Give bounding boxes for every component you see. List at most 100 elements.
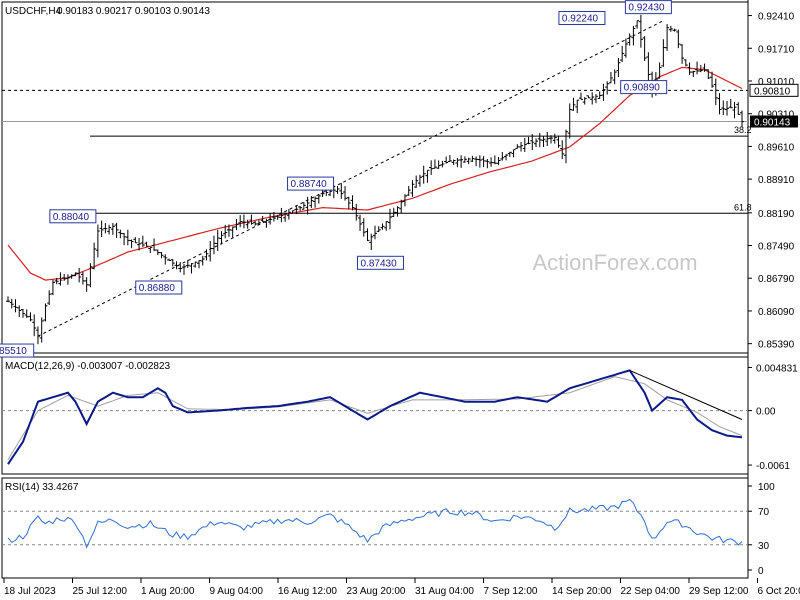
price-tick-label: 0.92410	[758, 12, 795, 23]
price-bar	[459, 155, 464, 168]
price-bar	[256, 220, 261, 225]
price-bar	[92, 242, 97, 270]
macd-tick-label: 0.004831	[756, 363, 798, 374]
price-bar	[683, 59, 688, 67]
price-bar	[612, 69, 617, 85]
price-bar	[713, 78, 718, 106]
price-bar	[208, 240, 213, 262]
price-bar	[178, 262, 183, 273]
price-bar	[215, 229, 220, 251]
price-bar	[620, 45, 625, 63]
svg-text:0.92240: 0.92240	[562, 13, 599, 24]
price-bar	[39, 317, 44, 343]
time-tick-label: 7 Sep 12:00	[484, 586, 538, 597]
price-bar	[672, 28, 677, 32]
price-bar	[84, 277, 89, 292]
fib-level-label: 38.2	[734, 125, 752, 135]
price-bar	[155, 249, 160, 255]
rsi-line	[7, 499, 743, 549]
price-bar	[234, 218, 239, 231]
rsi-tick-label: 0	[758, 566, 764, 577]
price-bar	[440, 160, 445, 168]
price-tick-label: 0.91010	[758, 77, 795, 88]
level-marker-label: 0.90810	[754, 86, 791, 97]
price-bar	[721, 100, 726, 115]
svg-text:0.88740: 0.88740	[291, 179, 328, 190]
watermark: ActionForex.com	[532, 250, 697, 275]
symbol-label: USDCHF,H4	[5, 6, 62, 17]
price-bar	[556, 135, 561, 148]
price-bar	[65, 274, 70, 285]
price-bar	[687, 62, 692, 75]
price-bar	[522, 137, 527, 153]
price-bar	[384, 221, 389, 231]
price-bar	[549, 135, 554, 144]
price-bar	[152, 238, 157, 252]
price-bar	[290, 210, 295, 214]
price-annotation: 0.92240	[558, 10, 606, 25]
price-annotation: 0.85510	[0, 343, 35, 358]
price-bar	[387, 208, 392, 230]
price-bar	[507, 151, 512, 157]
price-bar	[114, 222, 119, 238]
time-tick-label: 16 Aug 12:00	[278, 586, 337, 597]
price-bar	[710, 71, 715, 88]
price-bar	[189, 263, 194, 274]
price-bar	[414, 175, 419, 188]
price-bar	[47, 290, 52, 306]
price-bar	[455, 157, 460, 168]
price-bar	[253, 221, 258, 226]
current-price-label: 0.90143	[754, 118, 791, 129]
price-bar	[706, 69, 711, 80]
price-bar	[103, 223, 108, 234]
price-bar	[462, 156, 467, 163]
price-bar	[249, 214, 254, 225]
price-bar	[283, 212, 288, 222]
price-tick-label: 0.89610	[758, 142, 795, 153]
price-bar	[226, 224, 231, 237]
price-bar	[110, 223, 115, 235]
price-bar	[211, 235, 216, 255]
price-bar	[196, 260, 201, 269]
price-bar	[43, 303, 48, 322]
price-bar	[732, 101, 737, 119]
rsi-label: RSI(14) 33.4267	[5, 482, 79, 493]
price-bar	[294, 205, 299, 215]
price-bar	[642, 36, 647, 61]
price-bar	[657, 62, 662, 79]
price-bar	[534, 138, 539, 147]
price-bar	[174, 261, 179, 270]
price-bar	[436, 160, 441, 169]
price-bar	[511, 149, 516, 158]
svg-text:0.85510: 0.85510	[0, 346, 27, 357]
price-bar	[350, 195, 355, 211]
price-bar	[537, 132, 542, 148]
price-bar	[567, 103, 572, 139]
price-bar	[702, 63, 707, 72]
price-bar	[69, 274, 74, 279]
price-bar	[586, 95, 591, 99]
price-bar	[395, 206, 400, 217]
time-tick-label: 6 Oct 20:00	[758, 586, 800, 597]
price-bar	[575, 99, 580, 114]
price-bar	[193, 261, 198, 268]
price-annotation: 0.90890	[620, 80, 668, 95]
price-bar	[530, 134, 535, 151]
macd-signal-line	[7, 376, 743, 460]
price-bar	[425, 169, 430, 183]
price-annotation: 0.88040	[49, 209, 97, 224]
price-bar	[182, 264, 187, 275]
price-bar	[631, 25, 636, 46]
time-tick-label: 9 Aug 04:00	[210, 586, 264, 597]
price-bar	[560, 140, 565, 160]
price-bar	[444, 156, 449, 164]
price-bar	[466, 157, 471, 165]
price-bar	[54, 277, 59, 285]
price-bar	[665, 23, 670, 51]
price-bar	[107, 224, 112, 235]
price-tick-label: 0.86090	[758, 307, 795, 318]
price-bar	[470, 155, 475, 162]
price-bar	[717, 93, 722, 115]
